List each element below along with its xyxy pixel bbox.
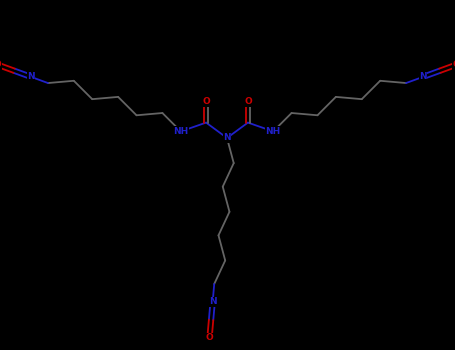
Text: N: N xyxy=(419,72,427,82)
Text: N: N xyxy=(27,72,35,82)
Text: O: O xyxy=(202,97,210,106)
Text: O: O xyxy=(0,60,1,69)
Text: O: O xyxy=(453,60,455,69)
Text: N: N xyxy=(209,298,217,307)
Text: NH: NH xyxy=(173,127,188,136)
Text: NH: NH xyxy=(266,127,281,136)
Text: O: O xyxy=(244,97,252,106)
Text: N: N xyxy=(223,133,231,142)
Text: O: O xyxy=(206,333,213,342)
